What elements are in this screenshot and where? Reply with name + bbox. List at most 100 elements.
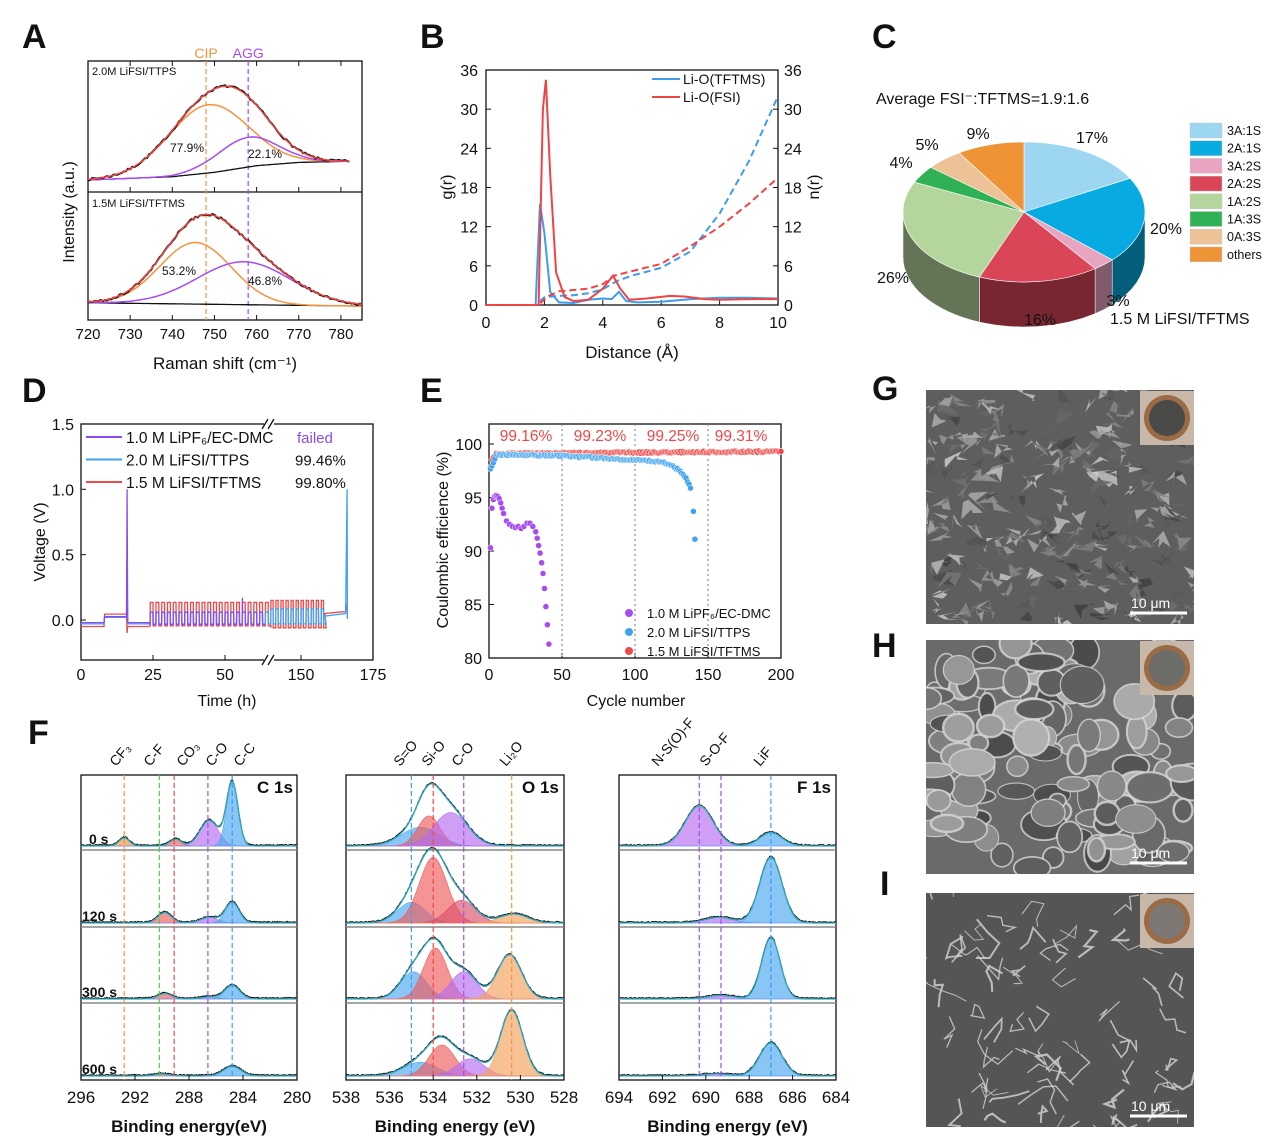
panel-label: I [880,865,889,903]
sem-streak [1062,1040,1080,1055]
sem-flake [966,536,988,547]
sem-flake [1098,390,1120,400]
x-tick-label: 100 [622,667,649,684]
x-tick-label: 0 [77,667,86,684]
sem-image-i: 10 μm [926,893,1194,1127]
inset-electrode [1149,650,1185,686]
sem-flake [1188,457,1194,467]
sem-flake [978,412,993,423]
sem-grain [1164,717,1194,739]
x-tick-label: 0 [482,315,491,332]
data-point [497,499,504,507]
sem-flake [1151,530,1171,548]
x-tick-label: 6 [657,315,666,332]
sem-flake [997,573,1012,587]
sem-flake [1170,614,1184,624]
pie-slice-2A:1S [1023,177,1146,261]
legend-label: 2A:2S [1227,177,1261,191]
sem-flake [950,471,968,487]
sem-streak [970,1003,986,1019]
x-axis-label: Time (h) [198,693,257,710]
sem-flake [968,577,985,593]
sem-flake [994,539,1016,555]
sem-grain [998,640,1033,660]
x-tick-label: 686 [778,1088,806,1107]
sem-flake [926,545,938,562]
legend-label: 1A:2S [1227,195,1261,209]
sem-streak [1164,1057,1179,1071]
data-point [498,504,506,512]
sem-flake [946,550,966,567]
fit-envelope [346,847,564,924]
sem-streak [1010,965,1026,978]
sem-flake [1109,400,1128,417]
sem-grain [971,645,996,665]
sem-flake [956,435,981,455]
sem-flake [1055,435,1076,451]
sem-flake [929,522,950,535]
sem-flake [976,399,996,411]
scale-bar-label: 10 μm [1131,595,1170,611]
x-axis-label: Binding energy (eV) [375,1117,536,1136]
sem-flake [1073,603,1095,620]
sem-flake [1020,475,1032,494]
sem-streak [1077,929,1099,959]
pie-slice-2A:2S [978,211,1096,283]
sem-grain [1077,718,1101,753]
sem-flake [933,512,952,528]
sem-streak [985,964,1004,992]
x-tick-label: 690 [692,1088,720,1107]
y2-tick-label: 0 [784,298,793,315]
xps-region-title: O 1s [522,778,559,797]
sem-flake [1048,487,1067,500]
x-tick-label: 530 [506,1088,534,1107]
sem-flake [1005,527,1026,543]
x-tick-label: 25 [144,667,162,684]
legend-label: Li-O(TFTMS) [683,71,765,87]
sem-flake [1074,566,1094,577]
data-point [487,544,494,552]
peak-assignment-label: C-C [230,740,258,769]
sem-streak [1055,924,1078,944]
sem-flake [938,555,955,568]
data-point [488,504,496,512]
x-tick-label: 288 [175,1088,203,1107]
sem-flake [926,519,938,536]
peak-assignment-label: S=O [390,737,421,769]
sem-flake [1058,390,1074,404]
y2-axis-label: n(r) [806,175,823,200]
panel-label: F [28,714,49,752]
sem-flake [1005,528,1023,547]
sem-flake [989,547,1006,557]
xps-region-title: F 1s [797,778,831,797]
row-time-label: 600 s [82,1061,117,1077]
sem-flake [1054,407,1077,427]
pie-slice-3A:1S [1023,141,1131,213]
sem-flake [1009,599,1032,613]
fit-envelope [87,85,350,181]
sem-flake [1081,439,1101,459]
sem-flake [1171,502,1186,509]
x-tick-label: 538 [332,1088,360,1107]
axis-break-icon [261,654,275,666]
sem-grain [950,771,987,808]
sem-flake [1127,510,1150,528]
voltage-curve [270,599,349,629]
sem-flake [1103,391,1122,400]
sem-flake [1103,600,1118,617]
x-tick-label: 0 [485,667,494,684]
sem-grain [926,789,952,812]
data-point [687,484,694,492]
legend-label: 3A:2S [1227,159,1261,173]
fit-envelope [81,984,297,1000]
sem-flake [1173,532,1192,550]
sem-flake [1021,526,1043,537]
sem-streak [978,1072,989,1093]
sem-streak [1069,1053,1091,1083]
pie-percent-label: 26% [877,270,909,287]
xps-region-title: C 1s [257,778,293,797]
data-point [691,535,699,543]
sem-streak [1037,1078,1057,1115]
data-point [500,510,507,517]
x-tick-label: 532 [463,1088,491,1107]
